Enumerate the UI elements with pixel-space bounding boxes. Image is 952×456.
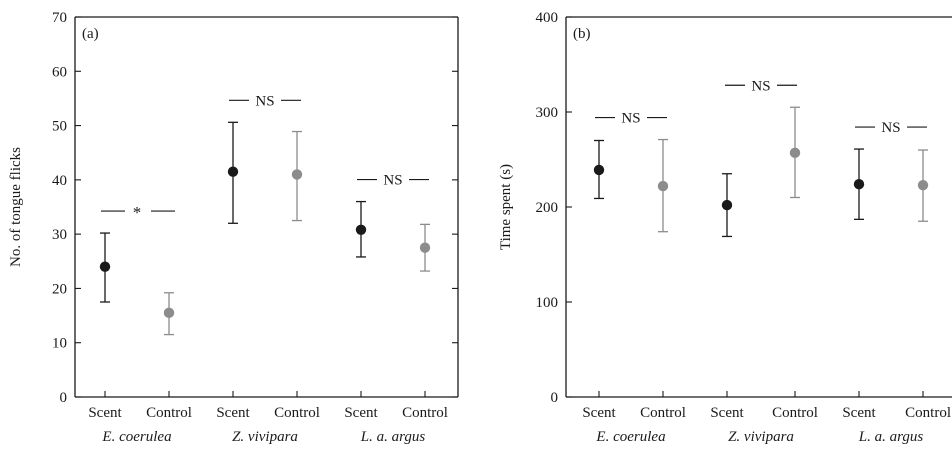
- y-tick-label: 0: [60, 390, 68, 406]
- y-tick-label: 30: [52, 227, 67, 243]
- group-label: Z. vivipara: [232, 429, 298, 445]
- mean-point: [790, 148, 800, 158]
- x-tick-label: Control: [274, 405, 320, 421]
- mean-point: [420, 243, 430, 253]
- y-tick-label: 20: [52, 281, 67, 297]
- x-tick-label: Scent: [710, 405, 744, 421]
- significance-annotation: NS: [383, 173, 402, 189]
- y-tick-label: 0: [551, 390, 559, 406]
- y-tick-label: 70: [52, 10, 67, 26]
- x-tick-label: Control: [640, 405, 686, 421]
- significance-annotation: NS: [621, 111, 640, 127]
- x-tick-label: Control: [146, 405, 192, 421]
- y-tick-label: 300: [536, 105, 559, 121]
- mean-point: [164, 308, 174, 318]
- x-tick-label: Scent: [842, 405, 876, 421]
- x-tick-label: Scent: [88, 405, 122, 421]
- y-tick-label: 50: [52, 119, 67, 135]
- mean-point: [658, 181, 668, 191]
- mean-point: [918, 180, 928, 190]
- x-tick-label: Scent: [344, 405, 378, 421]
- mean-point: [292, 169, 302, 179]
- mean-point: [228, 167, 238, 177]
- y-tick-label: 10: [52, 336, 67, 352]
- panel-a: 0 10 20 30 40 50 60 70 No. of tongue flicks (a) Sc…: [8, 10, 458, 445]
- y-tick-label: 200: [536, 200, 559, 216]
- significance-annotation: NS: [255, 93, 274, 109]
- group-label: Z. vivipara: [728, 429, 794, 445]
- x-tick-label: Scent: [216, 405, 250, 421]
- group-label: L. a. argus: [858, 429, 924, 445]
- y-tick-label: 100: [536, 295, 559, 311]
- significance-annotation: NS: [751, 78, 770, 94]
- group-label: E. coerulea: [101, 429, 171, 445]
- panel-label: (a): [82, 26, 99, 42]
- y-axis-label: Time spent (s): [498, 164, 514, 250]
- mean-point: [100, 262, 110, 272]
- y-tick-label: 400: [536, 10, 559, 26]
- x-tick-label: Control: [772, 405, 818, 421]
- y-tick-label: 40: [52, 173, 67, 189]
- group-label: L. a. argus: [360, 429, 426, 445]
- mean-point: [722, 200, 732, 210]
- panel-label: (b): [573, 26, 591, 42]
- mean-point: [594, 165, 604, 175]
- x-tick-label: Control: [402, 405, 448, 421]
- y-tick-label: 60: [52, 64, 67, 80]
- x-tick-label: Control: [905, 405, 951, 421]
- significance-annotation: NS: [881, 120, 900, 136]
- group-label: E. coerulea: [595, 429, 665, 445]
- mean-point: [356, 225, 366, 235]
- x-tick-label: Scent: [582, 405, 616, 421]
- y-axis-label: No. of tongue flicks: [8, 147, 24, 267]
- panel-b: 0 100 200 300 400 Time spent (s) (b) Scent Contr…: [498, 10, 952, 445]
- significance-annotation: *: [133, 203, 142, 222]
- mean-point: [854, 179, 864, 189]
